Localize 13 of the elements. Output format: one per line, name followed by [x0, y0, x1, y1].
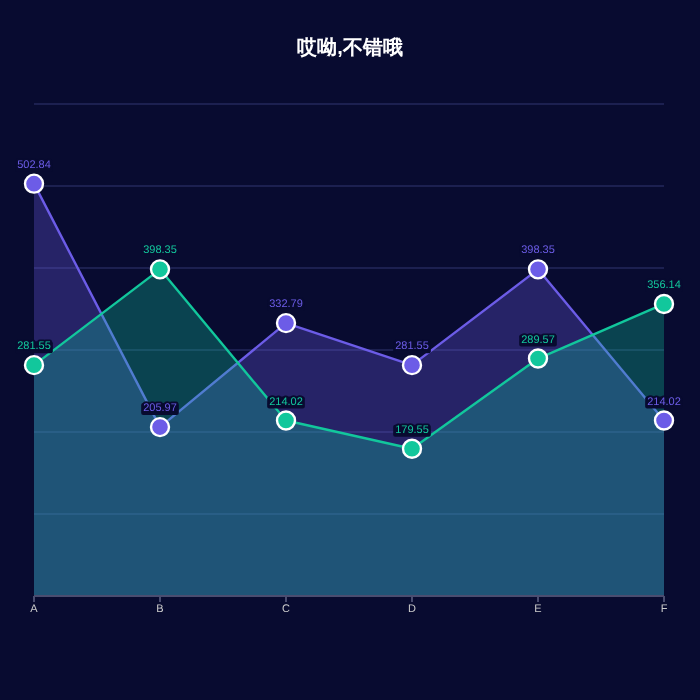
point — [653, 410, 675, 431]
point — [23, 354, 45, 376]
point — [275, 410, 297, 431]
point — [527, 348, 549, 369]
point — [23, 173, 45, 194]
point — [401, 438, 423, 459]
point — [527, 259, 549, 280]
chart-title: 哎呦,不错哦 — [297, 36, 403, 60]
point — [149, 259, 171, 280]
point — [653, 293, 675, 315]
point — [149, 416, 171, 438]
point — [275, 312, 297, 334]
point — [401, 354, 423, 376]
